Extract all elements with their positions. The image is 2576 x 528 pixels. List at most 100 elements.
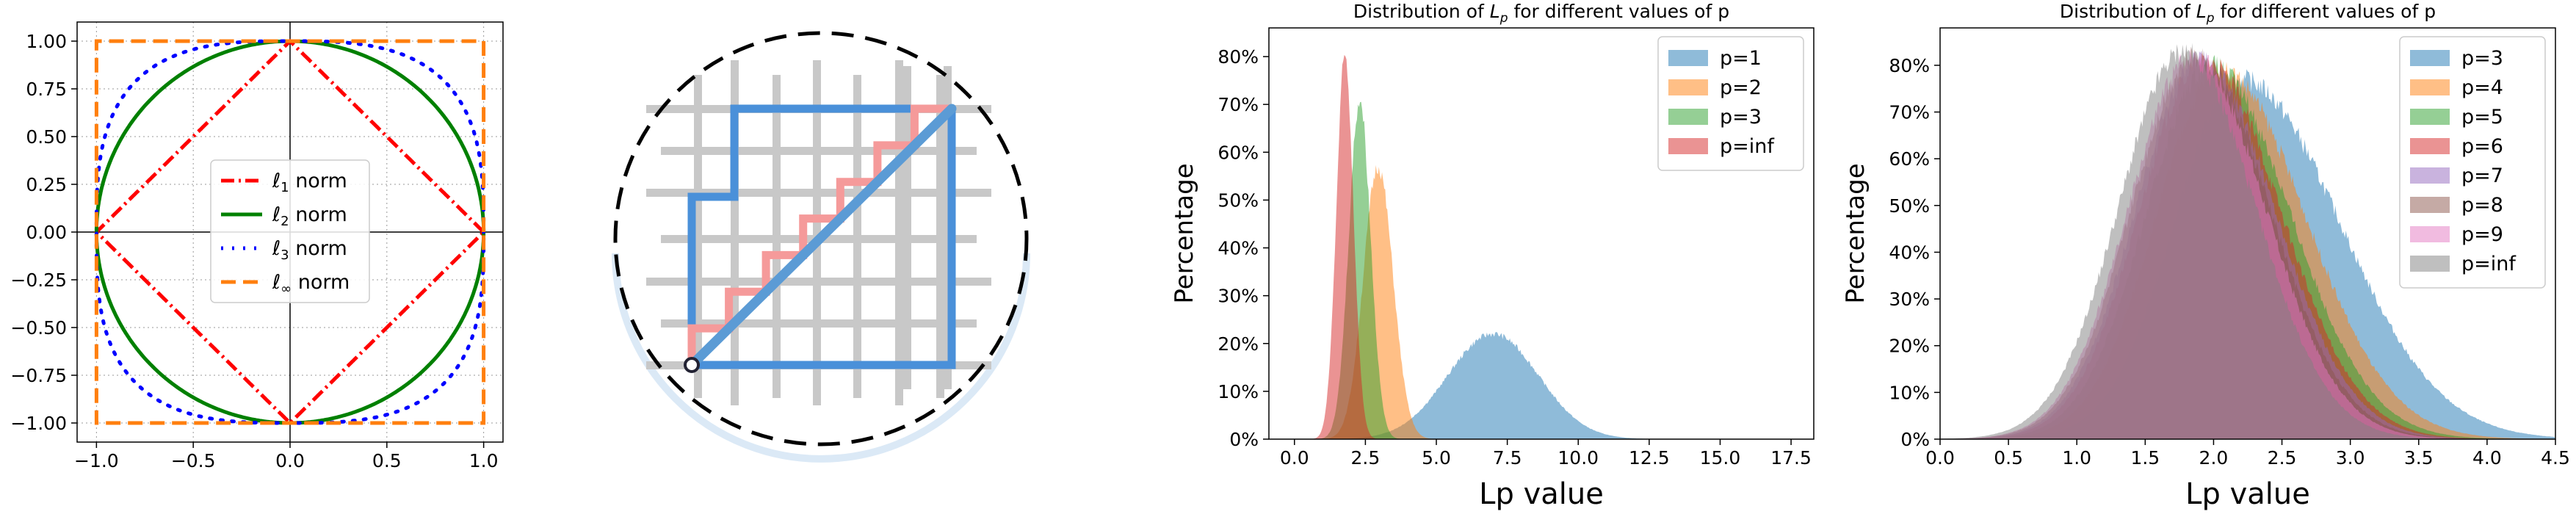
legend-label: p=5 (2461, 106, 2503, 129)
y-tick-label: 30% (1218, 286, 1259, 307)
x-tick-label: 0.0 (1925, 447, 1955, 469)
y-tick-label: 0% (1229, 429, 1259, 450)
lp-distribution-chart-2: 0.0 0.5 1.0 1.5 2.0 2.5 3.0 3.5 4.0 4.5 0% 10% 20% 30… (1841, 1, 2570, 511)
y-tick-label: 40% (1218, 238, 1259, 259)
y-tick-label: −0.75 (10, 365, 67, 386)
x-tick-label: 12.5 (1629, 447, 1670, 469)
city-path-lower (692, 109, 956, 369)
legend-suffix: norm (289, 237, 347, 260)
legend-swatch (2410, 79, 2450, 95)
y-tick-label: 50% (1889, 195, 1930, 217)
chart-title: Distribution of Lp for different values … (1353, 1, 1729, 26)
street-horizontal (646, 278, 991, 286)
legend-label: p=inf (2461, 253, 2517, 275)
legend-label: p=9 (2461, 223, 2503, 246)
legend-label: p=1 (1720, 47, 1762, 70)
title-prefix: Distribution of (1353, 1, 1490, 22)
legend-box (210, 159, 370, 303)
legend-box (2399, 36, 2546, 289)
legend-label: p=2 (1720, 76, 1762, 99)
y-tick-label: 1.00 (26, 31, 67, 52)
x-axis-label: Lp value (1479, 477, 1604, 511)
y-tick-label: −0.25 (10, 270, 67, 291)
legend-swatch (2410, 138, 2450, 154)
euclidean-diagonal (687, 104, 957, 370)
y-tick-label: 30% (1889, 289, 1930, 310)
legend-label: ℓ2 norm (272, 203, 347, 229)
start-point (684, 357, 700, 373)
street-horizontal (661, 319, 977, 328)
chart-title: Distribution of Lp for different values … (2060, 1, 2436, 26)
y-tick-label: 0.50 (26, 126, 67, 148)
legend-suffix: norm (289, 203, 347, 226)
y-tick-label: 0.75 (26, 79, 67, 100)
title-suffix: for different values of p (2215, 1, 2436, 22)
legend-label: p=3 (1720, 106, 1762, 129)
legend-label: ℓ∞ norm (272, 271, 350, 297)
title-suffix: for different values of p (1508, 1, 1730, 22)
histogram-p=inf (1940, 43, 2555, 439)
x-tick-label: −1.0 (74, 450, 119, 471)
y-tick-label: 80% (1218, 46, 1259, 68)
x-axis-label: Lp value (2185, 477, 2310, 511)
city-path-upper (687, 104, 952, 365)
x-tick-label: 1.0 (2062, 447, 2091, 469)
norm-curve-l∞ (94, 39, 486, 425)
legend-suffix: norm (292, 271, 350, 294)
legend-label: ℓ3 norm (272, 237, 347, 263)
y-tick-label: 0.00 (26, 222, 67, 243)
y-tick-label: 0% (1900, 429, 1930, 450)
y-tick-label: 50% (1218, 189, 1259, 211)
histogram-p=1 (1269, 332, 1814, 439)
legend-swatch (1668, 138, 1708, 154)
circle-glow (612, 253, 1030, 463)
legend-swatch (2410, 226, 2450, 242)
street-vertical (813, 60, 821, 405)
legend-label: ℓ1 norm (272, 170, 347, 195)
street-horizontal (661, 147, 977, 155)
street-vertical (903, 66, 911, 389)
y-axis-label: Percentage (1841, 163, 1870, 303)
x-tick-label: 1.0 (469, 450, 499, 471)
y-tick-label: 70% (1218, 94, 1259, 115)
y-tick-label: −0.50 (10, 317, 67, 339)
norm-curve-l3 (94, 39, 486, 425)
y-tick-label: −1.00 (10, 413, 67, 434)
norm-balls-chart: −1.0 −0.5 0.0 0.5 1.0 1.00 0.75 0.50 0.25 0.00 −0.… (10, 21, 504, 471)
legend-box (1657, 36, 1804, 171)
legend-suffix: norm (289, 170, 347, 192)
x-tick-label: 1.5 (2130, 447, 2160, 469)
legend-sub: 2 (281, 214, 289, 229)
legend-swatch (1668, 109, 1708, 125)
legend-swatch (2410, 50, 2450, 66)
legend-swatch (1668, 79, 1708, 95)
x-tick-label: 2.0 (2199, 447, 2229, 469)
legend-sub: 1 (281, 180, 289, 195)
legend-ell: ℓ (272, 271, 281, 294)
legend-swatch (1668, 50, 1708, 66)
legend-ell: ℓ (272, 237, 281, 260)
title-var: L (2196, 1, 2207, 22)
legend-label: p=7 (2461, 164, 2503, 187)
x-tick-label: 0.5 (372, 450, 402, 471)
x-tick-label: −0.5 (171, 450, 216, 471)
legend-sub: ∞ (281, 281, 292, 297)
x-tick-label: 7.5 (1493, 447, 1522, 469)
legend-label: p=3 (2461, 47, 2503, 70)
title-var: L (1490, 1, 1500, 22)
x-tick-label: 10.0 (1557, 447, 1599, 469)
x-tick-label: 4.5 (2541, 447, 2570, 469)
legend-ell: ℓ (272, 170, 281, 192)
x-tick-label: 2.5 (1351, 447, 1381, 469)
y-tick-label: 0.25 (26, 174, 67, 195)
plot-frame (1939, 27, 2556, 440)
y-tick-label: 10% (1218, 381, 1259, 402)
x-tick-label: 3.0 (2336, 447, 2365, 469)
legend-swatch (2410, 167, 2450, 184)
legend-ell: ℓ (272, 203, 281, 226)
legend-label: p=inf (1720, 135, 1775, 158)
x-tick-label: 15.0 (1700, 447, 1741, 469)
x-tick-label: 4.0 (2472, 447, 2502, 469)
histogram-p=2 (1269, 164, 1814, 440)
city-block-diagram (612, 31, 1030, 463)
